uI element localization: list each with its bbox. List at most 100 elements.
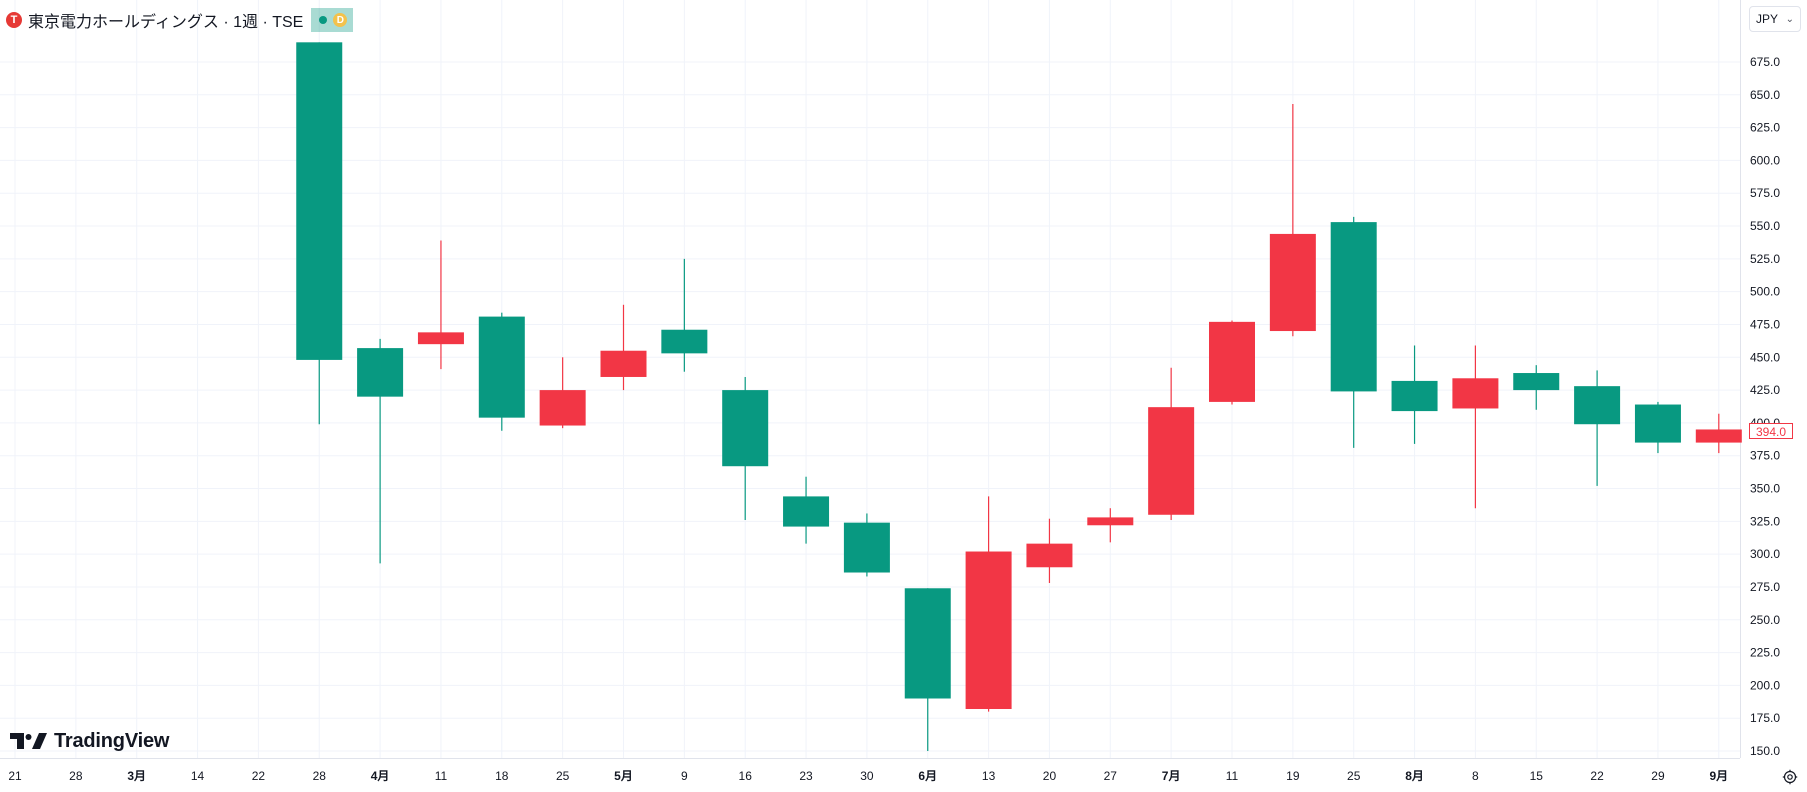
candle-body	[1391, 380, 1438, 412]
time-tick-label: 15	[1530, 769, 1544, 783]
time-tick-label: 11	[435, 769, 448, 783]
price-tick-label: 550.0	[1750, 219, 1780, 233]
time-tick-label: 8月	[1405, 769, 1424, 783]
candle-body	[417, 332, 464, 345]
candle-body	[843, 522, 890, 573]
price-tick-label: 650.0	[1750, 88, 1780, 102]
time-tick-label: 25	[1347, 769, 1361, 783]
price-tick-label: 200.0	[1750, 678, 1780, 692]
candle[interactable]	[539, 357, 586, 429]
price-tick-label: 325.0	[1750, 514, 1780, 528]
candle-body	[1513, 373, 1560, 391]
market-open-status-icon[interactable]	[319, 16, 328, 24]
price-tick-label: 250.0	[1750, 613, 1780, 627]
last-price-label: 394.0	[1749, 422, 1793, 439]
candle[interactable]	[417, 240, 464, 370]
candle[interactable]	[1087, 508, 1134, 543]
chart-settings-button[interactable]	[1781, 768, 1799, 786]
candle[interactable]	[478, 312, 525, 431]
price-tick-label: 150.0	[1750, 744, 1780, 758]
time-tick-label: 8	[1472, 769, 1479, 783]
candle-body	[1452, 378, 1499, 409]
candle[interactable]	[357, 338, 404, 564]
candle-body	[904, 588, 951, 699]
time-tick-label: 5月	[614, 769, 633, 783]
time-tick-label: 9	[681, 769, 688, 783]
candle[interactable]	[600, 304, 647, 391]
candle[interactable]	[1269, 103, 1316, 337]
candle[interactable]	[783, 476, 830, 544]
candle-body	[1026, 543, 1073, 568]
symbol-title[interactable]: 東京電力ホールディングス · 1週 · TSE	[28, 14, 304, 31]
candle[interactable]	[904, 588, 951, 751]
symbol-logo-icon: T	[6, 12, 22, 28]
candle-body	[1087, 517, 1134, 526]
time-tick-label: 7月	[1162, 769, 1181, 783]
price-tick-label: 300.0	[1750, 547, 1780, 561]
time-tick-label: 13	[982, 769, 996, 783]
time-tick-label: 23	[799, 769, 813, 783]
time-tick-label: 11	[1226, 769, 1239, 783]
time-tick-label: 28	[313, 769, 327, 783]
candle-body	[661, 329, 708, 354]
candle-body	[1634, 404, 1681, 443]
price-tick-label: 600.0	[1750, 153, 1780, 167]
candle[interactable]	[1695, 413, 1742, 454]
delayed-data-badge[interactable]: D	[333, 13, 348, 27]
price-tick-label: 275.0	[1750, 580, 1780, 594]
symbol-legend[interactable]: T 東京電力ホールディングス · 1週 · TSE D	[6, 8, 354, 32]
time-tick-label: 27	[1104, 769, 1118, 783]
candle-body	[722, 390, 769, 467]
price-tick-label: 525.0	[1750, 252, 1780, 266]
candle-body	[1695, 429, 1742, 443]
time-tick-label: 6月	[918, 769, 937, 783]
candle-body	[1269, 233, 1316, 332]
candle[interactable]	[1391, 345, 1438, 444]
price-tick-label: 625.0	[1750, 121, 1780, 135]
candle[interactable]	[661, 258, 708, 372]
candle[interactable]	[965, 496, 1012, 712]
candle[interactable]	[1634, 401, 1681, 454]
price-axis: 150.0 175.0 200.0 225.0 250.0 275.0 300.0 325.0…	[1750, 55, 1780, 758]
price-tick-label: 475.0	[1750, 317, 1780, 331]
currency-label: JPY	[1756, 12, 1779, 26]
time-tick-label: 14	[191, 769, 205, 783]
tradingview-logo[interactable]: TradingView	[10, 729, 169, 753]
time-tick-label: 21	[8, 769, 22, 783]
candle[interactable]	[1330, 216, 1377, 448]
candle-body	[1330, 222, 1377, 392]
time-tick-label: 22	[1590, 769, 1604, 783]
candle-body	[478, 316, 525, 418]
candle[interactable]	[1513, 365, 1560, 410]
candle[interactable]	[843, 513, 890, 577]
candle-body	[357, 348, 404, 397]
tradingview-wordmark: TradingView	[54, 729, 170, 752]
currency-select-button[interactable]: JPY ⌄	[1749, 6, 1801, 32]
candle[interactable]	[722, 376, 769, 521]
time-tick-label: 22	[252, 769, 266, 783]
time-tick-label: 20	[1043, 769, 1057, 783]
candle[interactable]	[1574, 370, 1621, 486]
time-tick-label: 25	[556, 769, 570, 783]
gear-icon	[1782, 769, 1798, 785]
market-status[interactable]: D	[311, 8, 354, 32]
price-tick-label: 575.0	[1750, 186, 1780, 200]
candle[interactable]	[1026, 518, 1073, 584]
time-tick-label: 9月	[1709, 769, 1728, 783]
candle-body	[1148, 407, 1195, 515]
time-tick-label: 16	[739, 769, 753, 783]
time-tick-label: 4月	[371, 769, 390, 783]
candle-body	[539, 390, 586, 426]
price-tick-label: 225.0	[1750, 646, 1780, 660]
price-tick-label: 675.0	[1750, 55, 1780, 69]
candle-body	[783, 496, 830, 527]
candle[interactable]	[1209, 320, 1255, 405]
time-tick-label: 28	[69, 769, 83, 783]
candle[interactable]	[296, 42, 343, 425]
price-tick-label: 350.0	[1750, 482, 1780, 496]
chevron-down-icon: ⌄	[1785, 13, 1794, 25]
candle[interactable]	[1452, 345, 1499, 509]
candle[interactable]	[1148, 367, 1195, 521]
